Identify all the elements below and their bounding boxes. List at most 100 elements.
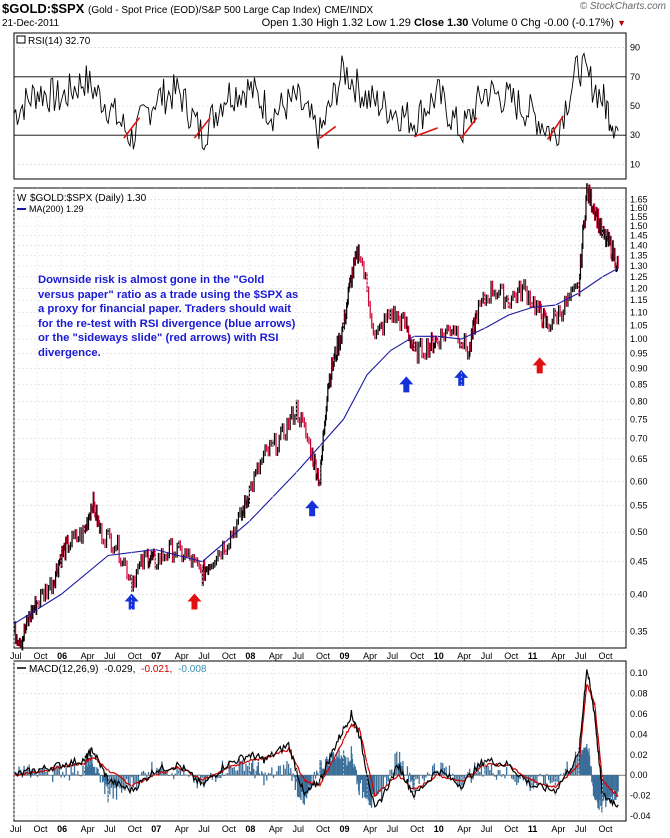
x-tick-label: 10 [434,651,444,661]
price-tick-label: 0.60 [630,476,648,486]
x-tick-label: Jul [292,651,304,661]
x-tick-label: 09 [340,651,350,661]
price-tick-label: 0.40 [630,589,648,599]
price-legend-icon: W [17,193,27,204]
high-label: High [316,17,339,29]
x-tick-label: Apr [551,824,565,834]
x-tick-label: Jul [104,824,116,834]
x-tick-label: Jul [387,824,399,834]
x-tick-label: Oct [34,824,49,834]
x-tick-label: 10 [434,824,444,834]
x-tick-label: Oct [316,651,331,661]
rsi-divergence-line [123,117,141,139]
rsi-divergence-line [413,127,438,138]
x-tick-label: Jul [292,824,304,834]
rsi-line [13,52,619,151]
blue-arrow-shape [305,500,320,517]
rsi-legend-text: RSI(14) 32.70 [28,36,91,47]
brand-watermark: © StockCharts.com [579,1,666,12]
macd-tick-label: 0.08 [630,689,648,699]
rsi-tick-label: 30 [630,130,640,140]
rsi-legend-swatch [16,35,26,44]
quote-summary: Open 1.30 High 1.32 Low 1.29 Close 1.30 … [262,17,626,29]
x-tick-label: Apr [457,824,471,834]
price-tick-label: 1.20 [630,283,648,293]
macd-tick-label: -0.02 [630,791,651,801]
macd-legend-label: MACD(12,26,9) -0.029, -0.021, -0.008 [29,664,207,675]
macd-legend-value: -0.029, [104,664,135,675]
price-tick-label: 1.05 [630,321,648,331]
x-tick-label: 08 [245,651,255,661]
x-tick-label: Oct [34,651,49,661]
blue-arrow-icon [399,376,414,393]
x-tick-label: Jul [575,824,587,834]
price-tick-label: 0.35 [630,627,648,637]
x-tick-label: Jul [104,651,116,661]
rsi-divergence-line [193,117,211,139]
price-tick-label: 1.00 [630,334,648,344]
x-tick-label: Apr [81,824,95,834]
price-legend-text: $GOLD:$SPX (Daily) 1.30 [30,193,147,204]
price-tick-label: 1.60 [630,203,648,213]
x-tick-label: 11 [528,651,538,661]
close-value: 1.30 [447,17,469,29]
chg-label: Chg [520,17,541,29]
x-tick-label: Jul [387,651,399,661]
open-label: Open [261,17,289,29]
x-tick-label: Jul [481,651,493,661]
price-tick-label: 1.45 [630,231,648,241]
price-tick-label: 1.55 [630,212,648,222]
macd-legend-name: MACD(12,26,9) [29,664,98,675]
symbol-description: (Gold - Spot Price (EOD)/S&P 500 Large C… [87,5,321,16]
red-arrow-shape [187,593,202,610]
x-tick-label: Jul [481,824,493,834]
macd-line [13,669,619,808]
price-tick-label: 0.95 [630,348,648,358]
x-tick-label: Oct [504,651,519,661]
open-value: 1.30 [291,17,314,29]
macd-tick-label: 0.10 [630,668,648,678]
x-tick-label: Apr [363,824,377,834]
x-tick-label: 11 [528,824,538,834]
rsi-layer: 10 30 50 70 90 [13,43,640,169]
macd-tick-label: -0.04 [630,811,651,821]
price-tick-label: 1.15 [630,295,648,305]
rsi-legend: RSI(14) 32.70 [16,35,91,47]
x-tick-label: Jul [575,651,587,661]
macd-tick-label: 0.04 [630,729,648,739]
low-label: Low [366,17,387,29]
low-value: 1.29 [389,17,411,29]
chg-value: -0.00 (-0.17%) [543,17,615,29]
price-tick-label: 1.65 [630,195,648,205]
red-arrow-shape [532,357,547,374]
macd-tick-label: 0.02 [630,750,648,760]
volume-value: 0 [511,17,518,29]
rsi-divergence-line [546,115,564,141]
rsi-tick-label: 50 [630,101,640,111]
price-tick-label: 0.80 [630,396,648,406]
x-tick-label: Apr [269,824,283,834]
hist-legend-value: -0.008 [178,664,207,675]
x-tick-label: Jul [10,824,22,834]
x-tick-label: Oct [598,651,613,661]
price-tick-label: 0.90 [630,363,648,373]
rsi-tick-label: 70 [630,72,640,82]
x-tick-label: 07 [151,824,161,834]
blue-arrow-shape [399,376,414,393]
price-legend: W $GOLD:$SPX (Daily) 1.30 MA(200) 1.29 [17,193,147,214]
symbol: $GOLD:$SPX [2,1,85,16]
x-tick-label: Jul [198,824,210,834]
price-tick-label: 1.10 [630,308,648,318]
macd-tick-label: 0.06 [630,709,648,719]
x-tick-label: Apr [551,651,565,661]
x-tick-label: Oct [410,824,425,834]
macd-tick-label: 0.00 [630,770,648,780]
x-tick-label: Oct [316,824,331,834]
x-tick-label: Apr [363,651,377,661]
x-tick-label: 09 [340,824,350,834]
price-tick-label: 1.30 [630,261,648,271]
close-label: Close [413,17,444,29]
price-layer: 0.35 0.40 0.45 0.50 0.55 0.60 0.65 0.70 0.75 0.80… [13,183,648,651]
x-tick-label: Apr [175,824,189,834]
